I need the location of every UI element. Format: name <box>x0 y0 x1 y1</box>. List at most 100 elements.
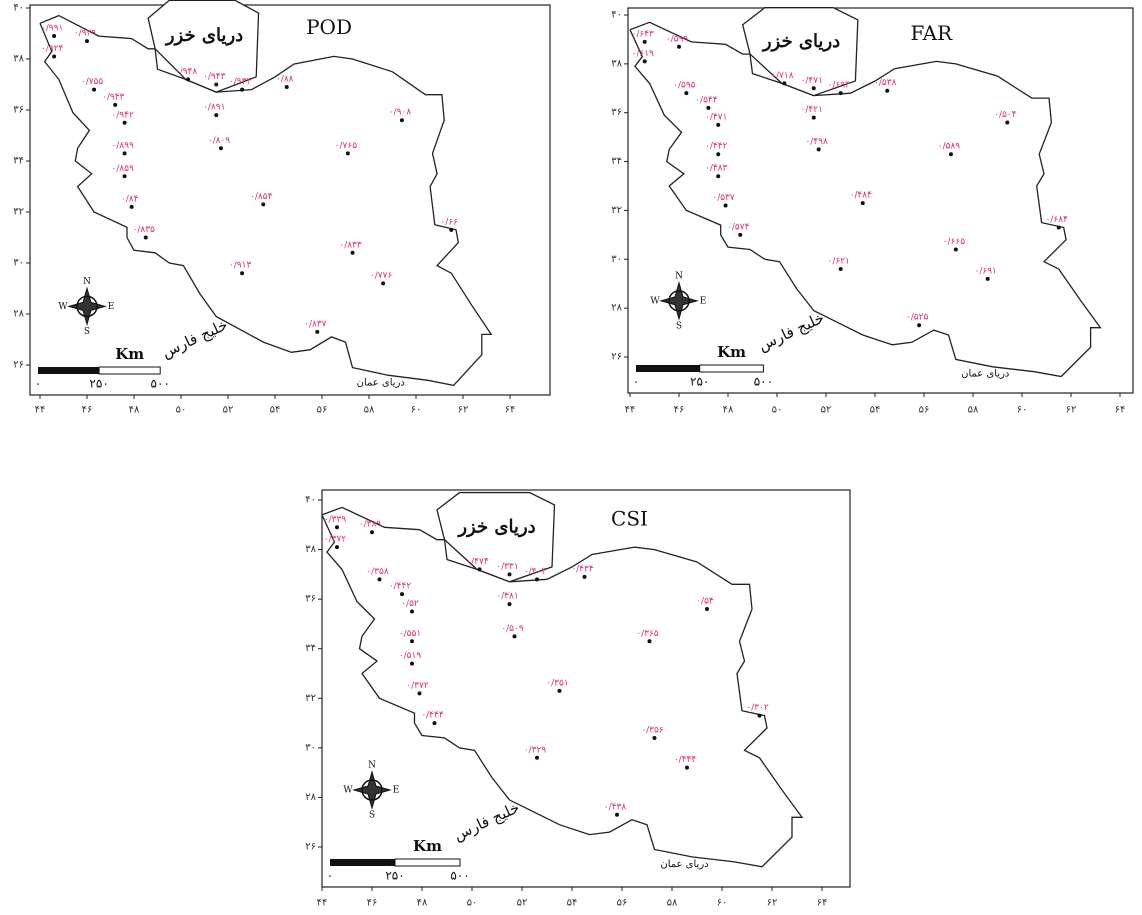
y-tick-label: ۲۸ <box>305 792 316 803</box>
station-dot <box>706 105 711 110</box>
station-value: ۰/۹۰۸ <box>389 108 412 118</box>
station-value: ۰/۴۷۱ <box>801 76 823 86</box>
station-dot <box>370 530 374 535</box>
station-value: ۰/۸۵۴ <box>250 192 273 202</box>
scale-bar-black <box>636 365 700 372</box>
x-tick-label: ۶۲ <box>458 405 469 416</box>
station-value: ۰/۴۷۴ <box>466 557 489 567</box>
station-dot <box>507 602 512 607</box>
station-dot <box>214 82 219 87</box>
x-tick-label: ۵۰ <box>772 405 783 416</box>
station-dot <box>705 607 709 612</box>
y-tick-label: ۲۶ <box>305 842 316 853</box>
oman-label: دریای عمان <box>357 377 405 388</box>
station-dot <box>186 77 191 82</box>
x-tick-label: ۵۲ <box>821 405 832 416</box>
station-value: ۰/۴۴۴ <box>421 711 444 721</box>
station-dot <box>122 151 127 156</box>
station-dot <box>1056 225 1061 230</box>
station-value: ۰/۸۸ <box>276 75 294 85</box>
map-frame <box>29 4 551 396</box>
station-dot <box>917 323 922 328</box>
x-tick-label: ۶۲ <box>1066 405 1077 416</box>
station-value: ۰/۷۵۵ <box>81 77 104 87</box>
station-value: ۰/۳۳۹ <box>324 515 347 525</box>
station-dot <box>535 577 539 582</box>
scale-label: ۰ <box>35 377 41 391</box>
station-dot <box>122 120 127 125</box>
station-value: ۰/۳۶۵ <box>636 629 659 639</box>
map-title: POD <box>306 15 352 39</box>
station-dot <box>885 88 890 93</box>
y-tick-label: ۲۸ <box>611 303 622 314</box>
station-dot <box>143 235 148 240</box>
station-value: ۰/۹۲۹ <box>74 29 97 39</box>
station-value: ۰/۷۷۶ <box>370 271 393 281</box>
scale-bar-black <box>330 859 395 866</box>
station-value: ۰/۹۴۸ <box>175 67 198 77</box>
station-value: ۰/۵۴ <box>696 597 714 607</box>
station-dot <box>716 174 721 179</box>
y-tick-label: ۴۰ <box>305 495 316 506</box>
station-value: ۰/۶۹۴ <box>828 81 851 91</box>
x-tick-label: ۴۴ <box>35 405 46 416</box>
station-value: ۰/۸۳۳ <box>339 240 362 250</box>
compass-rose <box>67 286 107 327</box>
iran-outline <box>39 14 493 387</box>
x-tick-label: ۵۸ <box>667 898 678 909</box>
station-dot <box>129 204 134 209</box>
station-dot <box>582 574 587 579</box>
station-value: ۰/۹۴۳ <box>203 72 226 82</box>
station-dot <box>432 721 437 726</box>
station-value: ۰/۴۳۴ <box>571 564 594 574</box>
scale-unit: Km <box>115 345 144 363</box>
station-dot <box>417 691 422 696</box>
caspian-sea <box>147 0 260 93</box>
station-dot <box>985 276 990 281</box>
station-value: ۰/۴۰۴ <box>524 567 547 577</box>
x-tick-label: ۴۸ <box>723 405 734 416</box>
x-tick-label: ۶۰ <box>1017 405 1028 416</box>
iran-outline <box>321 506 804 868</box>
station-dot <box>684 91 689 96</box>
y-tick-label: ۳۶ <box>13 105 24 116</box>
x-tick-label: ۵۴ <box>870 405 881 416</box>
x-tick-label: ۴۸ <box>129 405 140 416</box>
station-value: ۰/۵۹۵ <box>673 81 696 91</box>
y-tick-label: ۳۰ <box>305 742 316 753</box>
x-tick-label: ۵۰ <box>176 405 187 416</box>
y-tick-label: ۳۲ <box>611 205 622 216</box>
compass-rose <box>659 280 699 321</box>
station-dot <box>113 102 118 107</box>
y-tick-label: ۳۴ <box>611 156 622 167</box>
compass-ring <box>361 779 383 801</box>
scale-label: ۰ <box>633 375 639 389</box>
x-tick-label: ۴۸ <box>417 898 428 909</box>
compass-letter: W <box>650 296 660 306</box>
station-value: ۰/۹۲۴ <box>41 44 64 54</box>
station-dot <box>738 232 743 237</box>
station-dot <box>85 39 89 44</box>
station-dot <box>92 87 97 92</box>
station-value: ۰/۳۵۱ <box>546 678 568 688</box>
station-dot <box>652 735 657 740</box>
scale-label: ۲۵۰ <box>89 377 108 391</box>
station-dot <box>315 329 320 334</box>
scale-label: ۵۰۰ <box>450 869 469 883</box>
compass-ring <box>76 295 98 318</box>
station-dot <box>52 54 57 59</box>
station-value: ۰/۳۷۲ <box>324 535 347 545</box>
scale-label: ۵۰۰ <box>754 375 773 389</box>
caspian-sea <box>741 7 859 97</box>
station-value: ۰/۴۴۲ <box>705 142 728 152</box>
station-value: ۰/۵۴۴ <box>695 95 718 105</box>
scale-label: ۲۵۰ <box>385 869 404 883</box>
y-tick-label: ۴۰ <box>13 3 24 14</box>
station-dot <box>642 39 647 44</box>
station-value: ۰/۶۲۱ <box>828 257 850 267</box>
map-frame <box>627 7 1134 394</box>
station-value: ۰/۸۰۹ <box>208 136 231 146</box>
y-tick-label: ۲۸ <box>13 309 24 320</box>
station-dot <box>782 81 787 86</box>
scale-bar-white <box>98 366 161 375</box>
